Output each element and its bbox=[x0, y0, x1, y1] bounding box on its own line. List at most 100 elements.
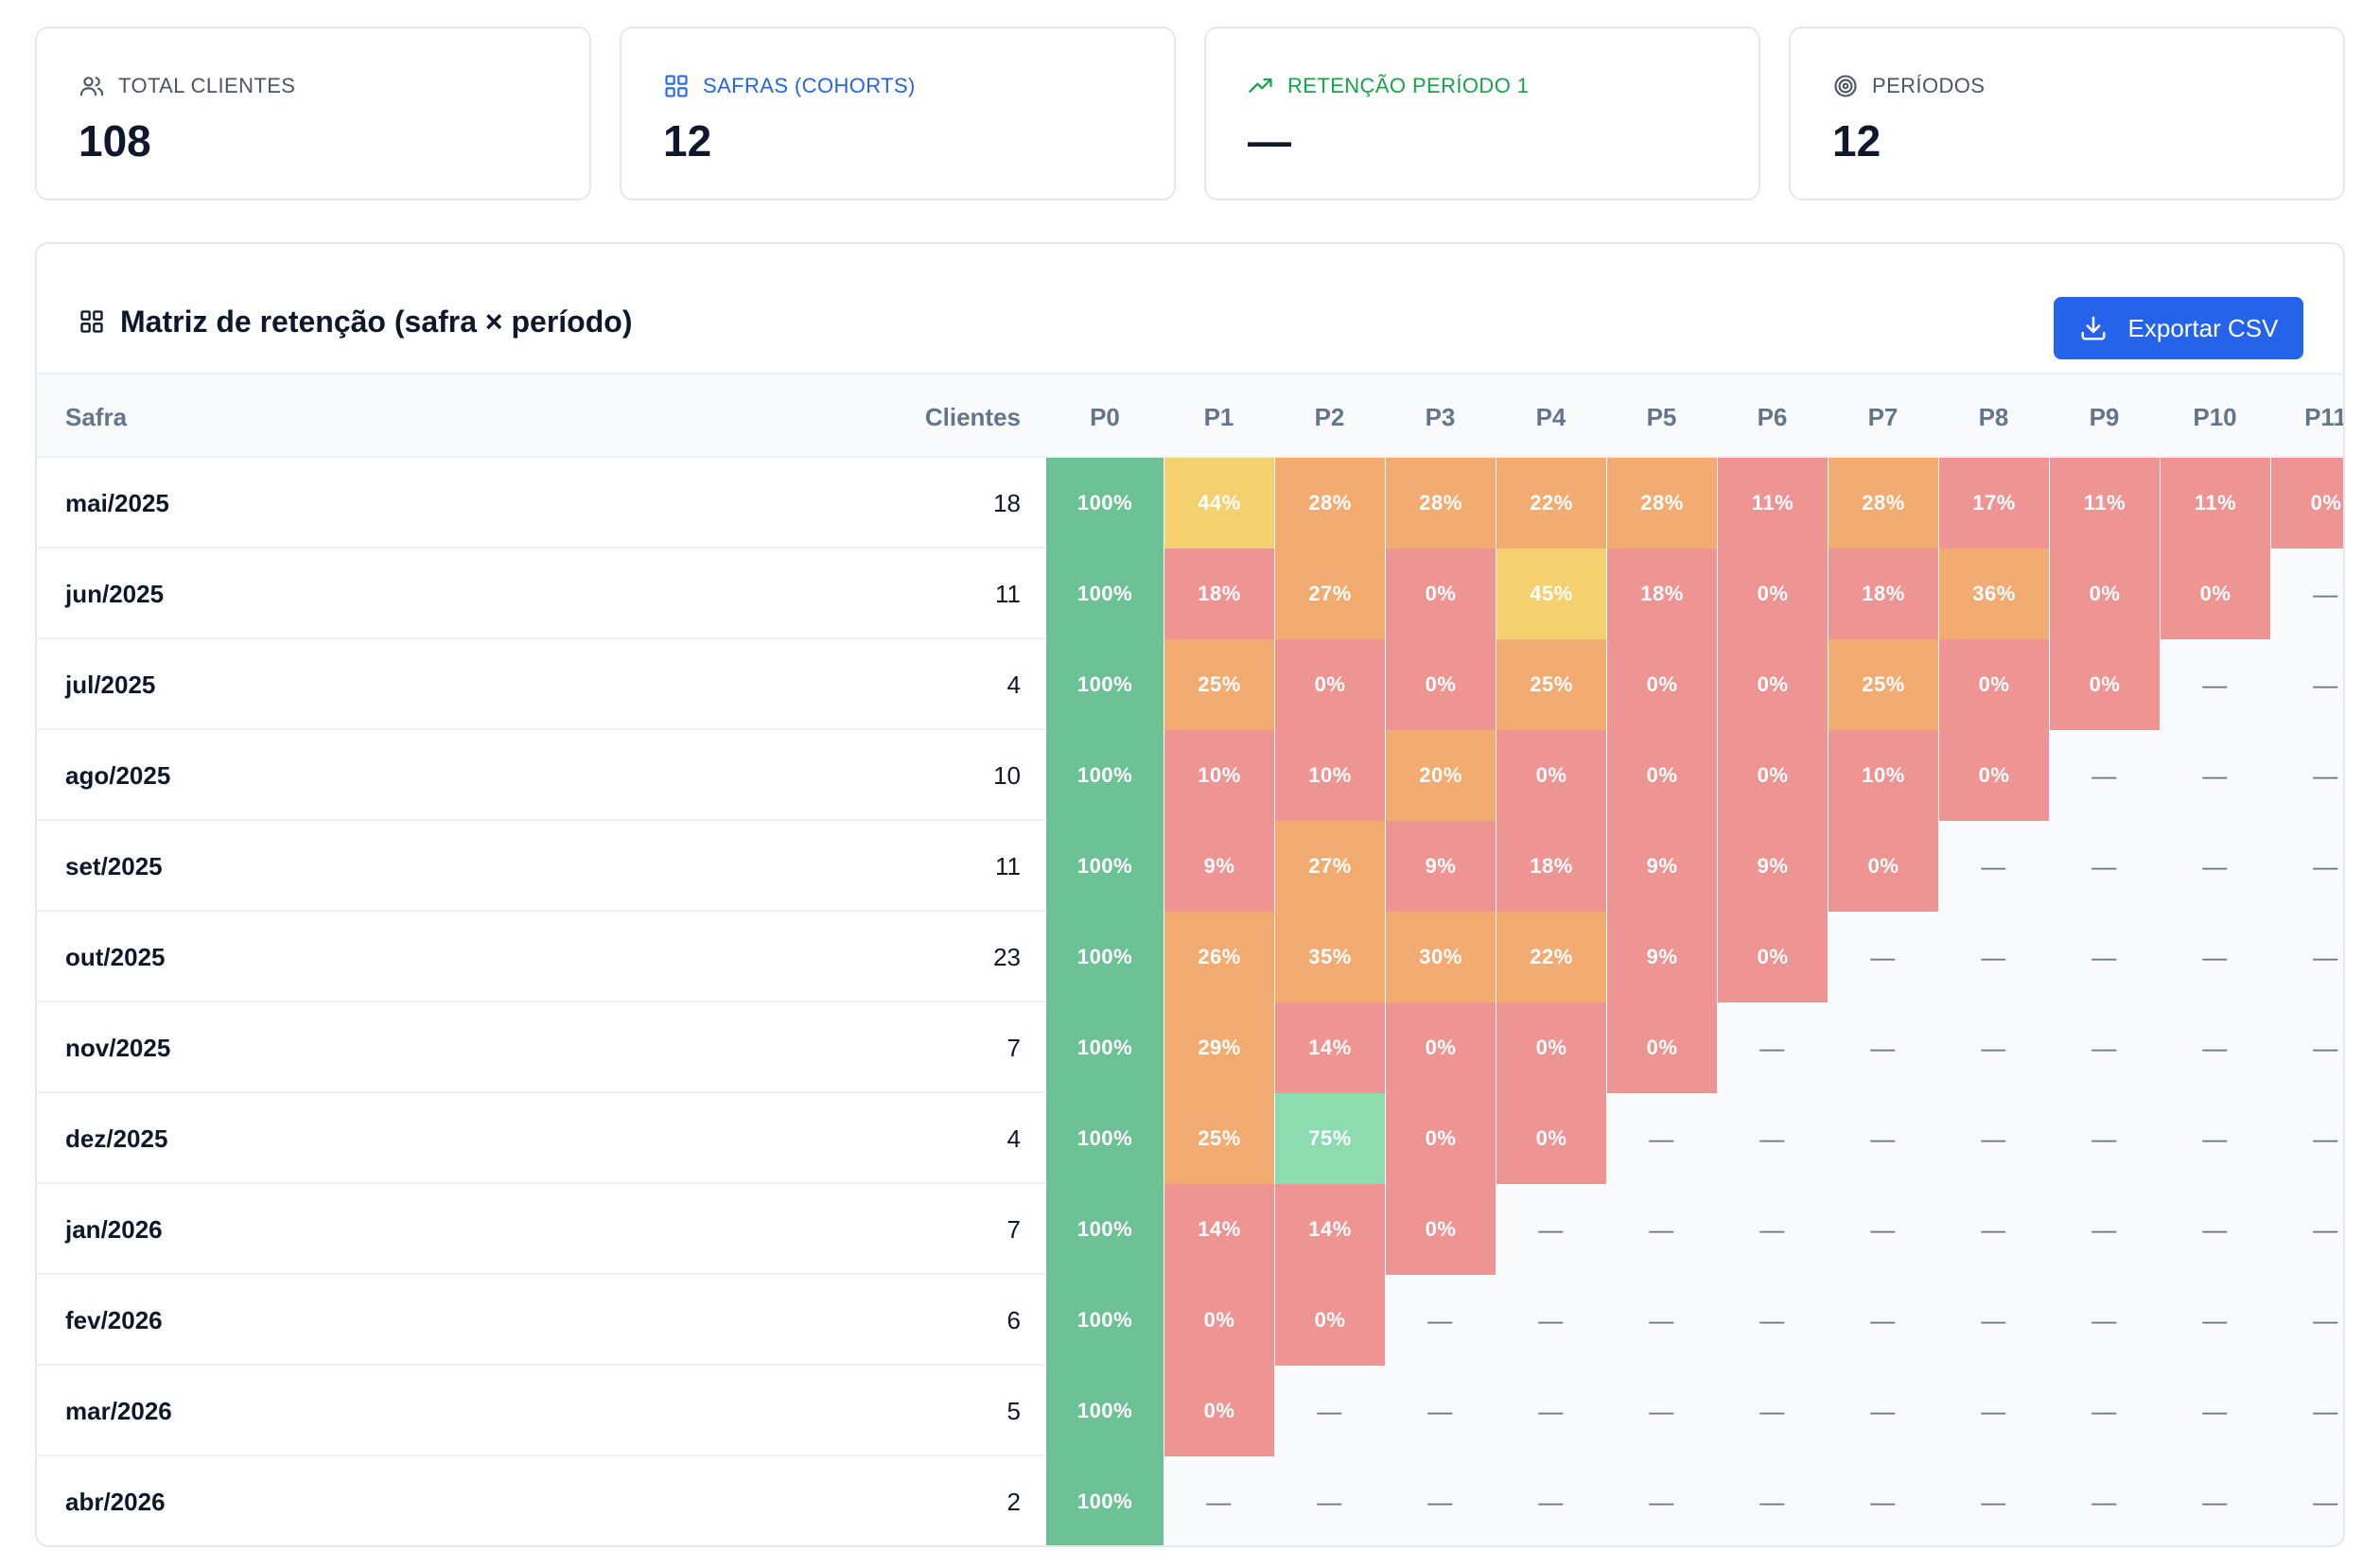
retention-cell: 30% bbox=[1385, 912, 1496, 1002]
retention-cell: 18% bbox=[1828, 549, 1938, 639]
panel-title: Matriz de retenção (safra × período) bbox=[79, 301, 632, 342]
column-header-p5[interactable]: P5 bbox=[1646, 403, 1677, 431]
retention-cell: 0% bbox=[1606, 1002, 1717, 1093]
retention-cell: 9% bbox=[1385, 821, 1496, 912]
export-csv-button[interactable]: Exportar CSV bbox=[2054, 297, 2303, 359]
retention-matrix-panel: Matriz de retenção (safra × período) Exp… bbox=[35, 242, 2345, 1547]
retention-cell: 44% bbox=[1164, 458, 1274, 549]
column-header-p7[interactable]: P7 bbox=[1867, 403, 1899, 431]
column-header-clientes[interactable]: Clientes bbox=[924, 403, 1021, 431]
cell-safra: jun/2025 bbox=[65, 580, 165, 608]
retention-cell: 25% bbox=[1828, 639, 1938, 730]
retention-cell: — bbox=[2049, 1093, 2160, 1184]
column-header-p11[interactable]: P11 bbox=[2304, 403, 2345, 431]
column-header-p0[interactable]: P0 bbox=[1090, 403, 1120, 431]
table-row[interactable]: abr/2026 2 100% — — — — — — — — — — — bbox=[37, 1456, 2343, 1545]
retention-cell: — bbox=[2049, 1366, 2160, 1456]
retention-cell: 9% bbox=[1717, 821, 1828, 912]
table-row[interactable]: dez/2025 4 100% 25% 75% 0% 0% — — — — — — — bbox=[37, 1093, 2343, 1184]
retention-cell: 11% bbox=[2049, 458, 2160, 549]
retention-cell: 10% bbox=[1828, 730, 1938, 821]
retention-cell: — bbox=[1274, 1456, 1385, 1545]
retention-cell: — bbox=[1496, 1184, 1606, 1275]
users-icon bbox=[79, 77, 104, 96]
cell-clientes: 4 bbox=[1006, 1124, 1021, 1153]
retention-cell: 0% bbox=[1385, 549, 1496, 639]
retention-cell: — bbox=[1828, 1366, 1938, 1456]
retention-cell: — bbox=[2160, 1366, 2270, 1456]
retention-cell: — bbox=[2160, 1184, 2270, 1275]
retention-cell: — bbox=[1606, 1275, 1717, 1366]
retention-cell: 0% bbox=[2270, 458, 2343, 549]
retention-cell: — bbox=[1938, 1275, 2049, 1366]
table-row[interactable]: mai/2025 18 100% 44% 28% 28% 22% 28% 11% 28% 17% 11… bbox=[37, 458, 2343, 549]
column-header-p2[interactable]: P2 bbox=[1314, 403, 1345, 431]
retention-cell: — bbox=[2160, 730, 2270, 821]
retention-cell: — bbox=[1717, 1093, 1828, 1184]
table-row[interactable]: ago/2025 10 100% 10% 10% 20% 0% 0% 0% 10% 0% — — — bbox=[37, 730, 2343, 821]
column-header-safra[interactable]: Safra bbox=[65, 403, 128, 431]
retention-cell: 22% bbox=[1496, 912, 1606, 1002]
retention-cell: — bbox=[2049, 1184, 2160, 1275]
retention-cell: 11% bbox=[1717, 458, 1828, 549]
stat-card-header: TOTAL CLIENTES bbox=[79, 70, 295, 102]
table-row[interactable]: jun/2025 11 100% 18% 27% 0% 45% 18% 0% 18% 36% 0% 0%… bbox=[37, 549, 2343, 639]
table-row[interactable]: set/2025 11 100% 9% 27% 9% 18% 9% 9% 0% — — — — bbox=[37, 821, 2343, 912]
retention-cell: 100% bbox=[1046, 1002, 1164, 1093]
retention-cell: 20% bbox=[1385, 730, 1496, 821]
retention-cell: 0% bbox=[1496, 1002, 1606, 1093]
retention-cell: — bbox=[1606, 1456, 1717, 1545]
retention-cell: — bbox=[1717, 1366, 1828, 1456]
cell-safra: dez/2025 bbox=[65, 1124, 168, 1153]
retention-cell: — bbox=[1385, 1366, 1496, 1456]
retention-cell: — bbox=[1828, 1093, 1938, 1184]
column-header-p8[interactable]: P8 bbox=[1978, 403, 2009, 431]
table-row[interactable]: jan/2026 7 100% 14% 14% 0% — — — — — — — — bbox=[37, 1184, 2343, 1275]
retention-cell: 10% bbox=[1164, 730, 1274, 821]
cell-clientes: 7 bbox=[1006, 1215, 1021, 1244]
table-row[interactable]: nov/2025 7 100% 29% 14% 0% 0% 0% — — — — — — bbox=[37, 1002, 2343, 1093]
retention-cell: 0% bbox=[2049, 549, 2160, 639]
retention-cell: 100% bbox=[1046, 821, 1164, 912]
column-header-p6[interactable]: P6 bbox=[1757, 403, 1788, 431]
cell-clientes: 23 bbox=[993, 943, 1021, 971]
table-row[interactable]: out/2025 23 100% 26% 35% 30% 22% 9% 0% — — — — — bbox=[37, 912, 2343, 1002]
table-row[interactable]: fev/2026 6 100% 0% 0% — — — — — — — — — bbox=[37, 1275, 2343, 1366]
retention-cell: — bbox=[1385, 1456, 1496, 1545]
retention-cell: — bbox=[1938, 1184, 2049, 1275]
column-header-p1[interactable]: P1 bbox=[1203, 403, 1234, 431]
retention-cell: — bbox=[2049, 912, 2160, 1002]
retention-cell: — bbox=[1938, 1366, 2049, 1456]
retention-cell: — bbox=[1938, 912, 2049, 1002]
retention-cell: — bbox=[1606, 1366, 1717, 1456]
column-header-p10[interactable]: P10 bbox=[2193, 403, 2237, 431]
stat-card-periodos: PERÍODOS 12 bbox=[1789, 26, 2345, 200]
retention-cell: 0% bbox=[1164, 1366, 1274, 1456]
retention-cell: 28% bbox=[1385, 458, 1496, 549]
table-row[interactable]: mar/2026 5 100% 0% — — — — — — — — — — bbox=[37, 1366, 2343, 1456]
cell-safra: out/2025 bbox=[65, 943, 166, 971]
retention-cell: 9% bbox=[1606, 912, 1717, 1002]
cell-clientes: 5 bbox=[1006, 1397, 1021, 1425]
table-header: Safra Clientes P0 P1 P2 P3 P4 P5 P6 P7 P8 P9 P10 P1… bbox=[37, 373, 2345, 458]
column-header-p3[interactable]: P3 bbox=[1425, 403, 1456, 431]
table-row[interactable]: jul/2025 4 100% 25% 0% 0% 25% 0% 0% 25% 0% 0% — — bbox=[37, 639, 2343, 730]
retention-cell: — bbox=[1828, 1275, 1938, 1366]
column-header-p4[interactable]: P4 bbox=[1535, 403, 1566, 431]
retention-cell: 0% bbox=[1938, 730, 2049, 821]
panel-title-text: Matriz de retenção (safra × período) bbox=[120, 304, 633, 339]
cell-clientes: 2 bbox=[1006, 1488, 1021, 1516]
retention-cell: — bbox=[1938, 1093, 2049, 1184]
cell-clientes: 18 bbox=[993, 489, 1021, 517]
retention-cell: 100% bbox=[1046, 639, 1164, 730]
retention-cell: — bbox=[1164, 1456, 1274, 1545]
column-header-p9[interactable]: P9 bbox=[2089, 403, 2120, 431]
retention-cell: — bbox=[2160, 821, 2270, 912]
retention-cell: — bbox=[2270, 1275, 2343, 1366]
retention-cell: 26% bbox=[1164, 912, 1274, 1002]
retention-cell: 27% bbox=[1274, 549, 1385, 639]
trend-up-icon bbox=[1249, 78, 1272, 93]
stat-label: RETENÇÃO PERÍODO 1 bbox=[1287, 74, 1530, 97]
cell-safra: set/2025 bbox=[65, 852, 163, 880]
retention-cell: — bbox=[2270, 730, 2343, 821]
